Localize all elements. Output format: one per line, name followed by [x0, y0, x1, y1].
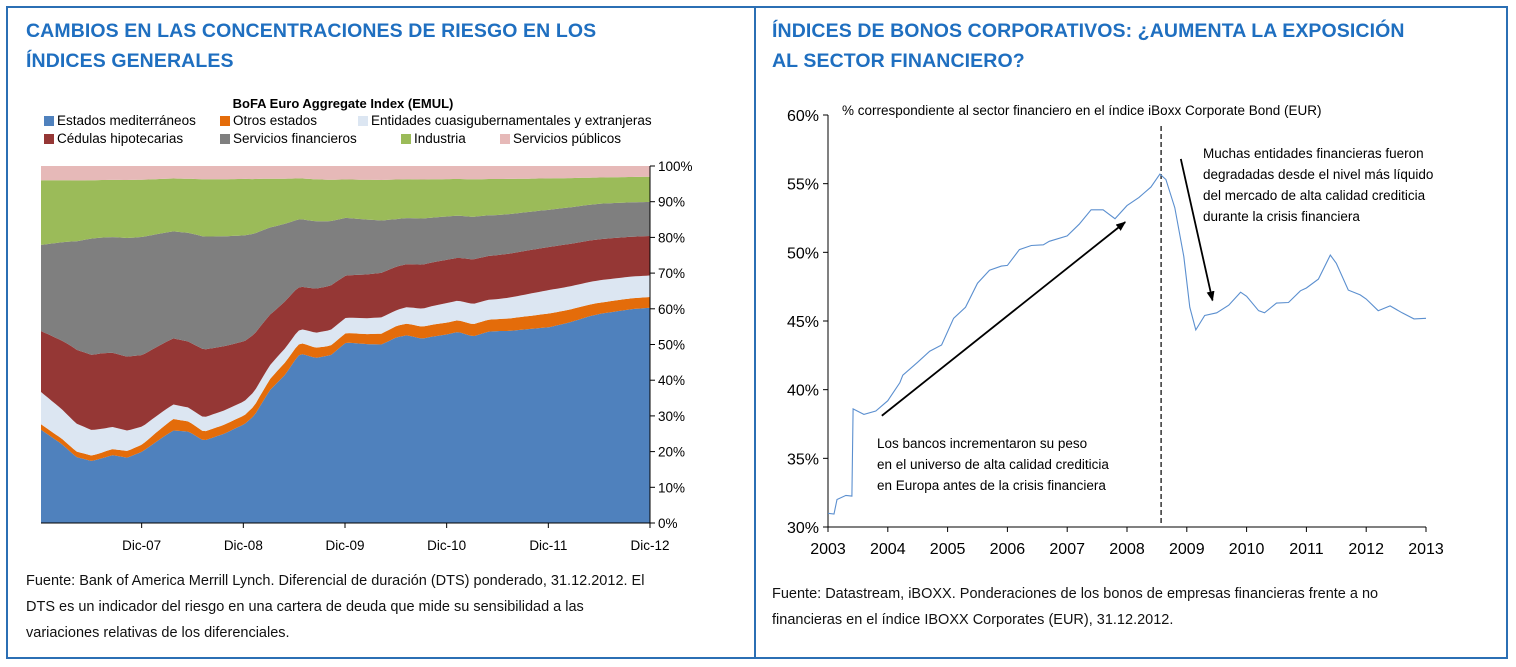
- area-chart-title: BoFA Euro Aggregate Index (EMUL): [233, 96, 454, 111]
- legend-label-2: Entidades cuasigubernamentales y extranj…: [371, 113, 652, 128]
- left-source-line3: variaciones relativas de los diferencial…: [26, 625, 290, 641]
- legend-label-5: Industria: [414, 131, 466, 146]
- area-y-tick-label-9: 90%: [658, 195, 685, 210]
- legend-swatch-2: [358, 116, 368, 126]
- area-series-0: [41, 307, 650, 523]
- growth-arrow: [881, 221, 1126, 417]
- line-series-group: [827, 126, 1427, 525]
- line-x-tick-label-1: 2004: [870, 541, 906, 558]
- line-y-tick-label-0: 30%: [787, 520, 819, 537]
- area-x-tick-label-4: Dic-11: [529, 538, 567, 553]
- line-y-tick-label-1: 35%: [787, 451, 819, 468]
- right-source-line1: Fuente: Datastream, iBOXX. Ponderaciones…: [772, 586, 1379, 602]
- legend-label-1: Otros estados: [233, 113, 317, 128]
- area-series-3: [41, 236, 650, 431]
- area-x-tick-label-2: Dic-09: [325, 538, 364, 553]
- legend-swatch-6: [500, 134, 510, 144]
- line-x-tick-label-0: 2003: [810, 541, 846, 558]
- area-y-tick-label-6: 60%: [658, 302, 685, 317]
- downgrade-arrow: [1179, 158, 1215, 302]
- area-x-tick-label-5: Dic-12: [630, 538, 669, 553]
- annotation-2-line4: durante la crisis financiera: [1203, 209, 1360, 224]
- right-title-line2: AL SECTOR FINANCIERO?: [772, 50, 1025, 72]
- line-chart-axes: 30% 35% 40% 45% 50% 55% 60% 2003 2004 2005 2006 200…: [787, 108, 1444, 558]
- right-source-note: Fuente: Datastream, iBOXX. Ponderaciones…: [772, 581, 1472, 633]
- line-y-tick-label-5: 55%: [787, 177, 819, 194]
- line-y-tick-label-4: 50%: [787, 245, 819, 262]
- annotation-1-line2: en el universo de alta calidad creditici…: [877, 457, 1109, 472]
- annotation-1-line3: en Europa antes de la crisis financiera: [877, 478, 1106, 493]
- area-series-5: [41, 176, 650, 245]
- area-y-tick-label-5: 50%: [658, 338, 685, 353]
- line-x-tick-label-3: 2006: [990, 541, 1026, 558]
- legend-swatch-1: [220, 116, 230, 126]
- line-chart-annotations: Los bancos incrementaron su peso en el u…: [877, 146, 1433, 493]
- legend-label-0: Estados mediterráneos: [57, 113, 196, 128]
- left-title-line2: ÍNDICES GENERALES: [26, 50, 234, 72]
- line-x-tick-label-5: 2008: [1109, 541, 1145, 558]
- area-x-tick-label-1: Dic-08: [224, 538, 263, 553]
- legend-swatch-5: [401, 134, 411, 144]
- left-panel: CAMBIOS EN LAS CONCENTRACIONES DE RIESGO…: [6, 6, 756, 659]
- area-y-tick-label-2: 20%: [658, 445, 685, 460]
- line-x-tick-label-4: 2007: [1049, 541, 1085, 558]
- left-panel-title: CAMBIOS EN LAS CONCENTRACIONES DE RIESGO…: [26, 16, 726, 76]
- area-y-tick-label-10: 100%: [658, 159, 693, 174]
- area-series-1: [41, 297, 650, 461]
- annotation-1-line1: Los bancos incrementaron su peso: [877, 436, 1087, 451]
- area-series-2: [41, 275, 650, 456]
- legend-label-3: Cédulas hipotecarias: [57, 131, 183, 146]
- right-panel: ÍNDICES DE BONOS CORPORATIVOS: ¿AUMENTA …: [754, 6, 1508, 659]
- area-y-tick-label-0: 0%: [658, 516, 678, 531]
- line-x-tick-label-2: 2005: [930, 541, 966, 558]
- legend-label-4: Servicios financieros: [233, 131, 357, 146]
- annotation-2-line1: Muchas entidades financieras fueron: [1203, 146, 1424, 161]
- area-series-6: [41, 166, 650, 181]
- area-y-tick-label-7: 70%: [658, 266, 685, 281]
- line-x-tick-label-9: 2012: [1348, 541, 1384, 558]
- area-y-tick-label-3: 30%: [658, 409, 685, 424]
- area-series-4: [41, 201, 650, 357]
- right-title-line1: ÍNDICES DE BONOS CORPORATIVOS: ¿AUMENTA …: [772, 20, 1405, 42]
- line-y-tick-label-6: 60%: [787, 108, 819, 125]
- line-y-tick-label-3: 45%: [787, 314, 819, 331]
- line-x-tick-label-7: 2010: [1229, 541, 1265, 558]
- line-x-tick-label-8: 2011: [1289, 541, 1324, 558]
- area-y-tick-label-4: 40%: [658, 373, 685, 388]
- left-source-note: Fuente: Bank of America Merrill Lynch. D…: [26, 568, 726, 646]
- annotation-2-line3: del mercado de alta calidad crediticia: [1203, 188, 1426, 203]
- left-source-line2: DTS es un indicador del riesgo en una ca…: [26, 599, 584, 615]
- left-source-line1: Fuente: Bank of America Merrill Lynch. D…: [26, 573, 645, 589]
- line-chart-title: % correspondiente al sector financiero e…: [842, 103, 1322, 118]
- stacked-area-chart: BoFA Euro Aggregate Index (EMUL) Estados…: [41, 96, 693, 553]
- area-y-tick-label-8: 80%: [658, 230, 685, 245]
- line-x-tick-label-10: 2013: [1408, 541, 1444, 558]
- area-x-tick-label-0: Dic-07: [122, 538, 161, 553]
- legend-swatch-0: [44, 116, 54, 126]
- line-x-tick-label-6: 2009: [1169, 541, 1205, 558]
- area-chart-axes: 0% 10% 20% 30% 40% 50% 60% 70% 80% 90% 100% Dic-07 D…: [41, 159, 693, 553]
- area-y-tick-label-1: 10%: [658, 480, 685, 495]
- right-source-line2: financieras en el índice IBOXX Corporate…: [772, 612, 1174, 628]
- area-series-group: [41, 166, 650, 523]
- legend-label-6: Servicios públicos: [513, 131, 621, 146]
- left-title-line1: CAMBIOS EN LAS CONCENTRACIONES DE RIESGO…: [26, 20, 597, 42]
- area-x-tick-label-3: Dic-10: [427, 538, 466, 553]
- right-panel-title: ÍNDICES DE BONOS CORPORATIVOS: ¿AUMENTA …: [772, 16, 1492, 76]
- line-y-tick-label-2: 40%: [787, 383, 819, 400]
- legend-swatch-4: [220, 134, 230, 144]
- financial-share-line: [827, 173, 1427, 515]
- legend-swatch-3: [44, 134, 54, 144]
- line-chart: % correspondiente al sector financiero e…: [787, 103, 1444, 558]
- area-chart-legend: Estados mediterráneos Otros estados Entida…: [44, 113, 652, 146]
- annotation-2-line2: degradadas desde el nivel más líquido: [1203, 167, 1433, 182]
